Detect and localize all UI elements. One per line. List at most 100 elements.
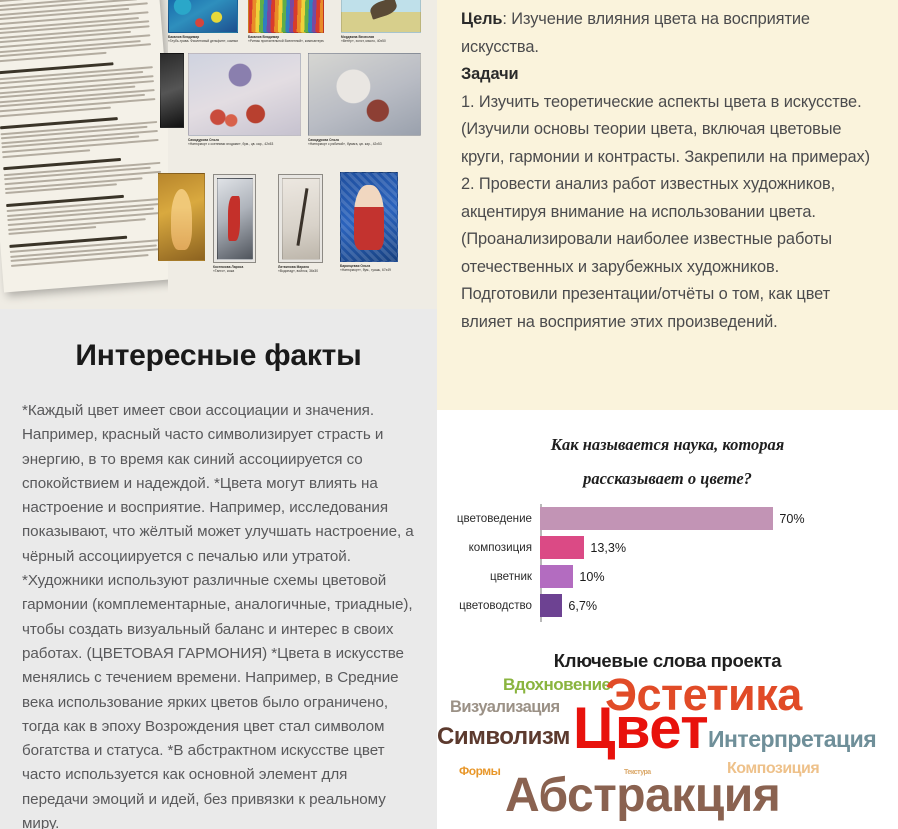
word-cloud-word: Интерпретация <box>708 726 877 752</box>
task-2: 2. Провести анализ работ известных худож… <box>461 175 836 331</box>
artwork-thumbnail <box>188 53 301 136</box>
word-cloud-word: Символизм <box>437 723 570 750</box>
word-cloud-word: Визуализация <box>450 698 560 716</box>
chart-bar-track: 13,3% <box>540 533 888 562</box>
chart-bar-row: цветоводство 6,7% <box>447 591 888 620</box>
artwork-caption: Самодурова Ольга «Натюрморт с осенними я… <box>188 138 301 147</box>
artwork-caption: Баканов Владимир «Глубь-трава. Фиолетовы… <box>168 35 238 44</box>
artwork-cell <box>160 53 184 128</box>
artwork-cell: Самодурова Ольга «Натюрморт с осенними я… <box>188 53 301 147</box>
artwork-frame <box>278 174 323 263</box>
artwork-title: «Ветёр», холст, масло, 40х50 <box>341 39 386 44</box>
word-cloud-word: Формы <box>459 764 501 778</box>
chart-bar-row: композиция 13,3% <box>447 533 888 562</box>
word-cloud-word: Эстетика <box>605 669 802 720</box>
chart-bars-container: цветоведение 70% композиция 13,3% цветник 10%… <box>447 504 888 620</box>
artwork-author: Самодурова Ольга <box>308 138 339 142</box>
artwork-thumbnail <box>160 53 184 128</box>
chart-bar-track: 10% <box>540 562 888 591</box>
keywords-word-cloud-panel: Ключевые слова проекта Вдохновение Визуал… <box>437 638 898 829</box>
artwork-author: Мордвина Вячеслав <box>341 35 375 39</box>
artwork-caption: Самодурова Ольга «Натюрморт с рябиной», … <box>308 138 421 147</box>
chart-category-label: композиция <box>468 541 532 554</box>
task-1: 1. Изучить теоретические аспекты цвета в… <box>461 92 871 166</box>
artwork-cell: Баканов Владимир «Глубь-трава. Фиолетовы… <box>168 0 238 44</box>
artwork-cell: Баранцевая Ольга «Натюрморт», бум., гуаш… <box>340 172 398 273</box>
chart-bar-row: цветоведение 70% <box>447 504 888 533</box>
artwork-author: Самодурова Ольга <box>188 138 219 142</box>
artwork-title: «Глубь-трава. Фиолетовый дельфин», компь… <box>168 39 238 44</box>
goal-label: Цель <box>461 10 503 28</box>
artwork-title: «Водопад», войлок, 36х30 <box>278 269 319 274</box>
artwork-author: Баканов Владимир <box>248 35 280 39</box>
word-cloud-word: Абстракция <box>505 769 781 822</box>
facts-body: *Каждый цвет имеет свои ассоциации и зна… <box>22 402 414 829</box>
chart-bar <box>540 565 574 588</box>
chart-value-label: 70% <box>779 511 805 526</box>
artwork-caption: Костюкова Лариса «Танго», кожа <box>213 265 256 274</box>
catalog-text-sheet <box>0 0 182 293</box>
artwork-cell: Мордвина Вячеслав «Ветёр», холст, масло,… <box>341 0 421 44</box>
artwork-title: «Натюрморт», бум., гуашь, 67х49 <box>340 268 391 273</box>
artwork-cell <box>158 173 205 261</box>
tasks-heading: Задачи <box>461 61 878 89</box>
artwork-title: «Ритмы пронзительной Вселенной», компьют… <box>248 39 324 44</box>
word-cloud-word: Текстура <box>624 769 651 776</box>
chart-category-label: цветоведение <box>456 512 532 525</box>
artwork-title: «Натюрморт с рябиной», бумага, цв. кар.,… <box>308 142 382 147</box>
right-column: Цель: Изучение влияния цвета на восприят… <box>437 0 898 829</box>
artwork-caption: Мордвина Вячеслав «Ветёр», холст, масло,… <box>341 35 421 44</box>
artwork-cell: Самодурова Ольга «Натюрморт с рябиной», … <box>308 53 421 147</box>
survey-bar-chart: Как называется наука, которая рассказыва… <box>437 410 898 638</box>
artwork-thumbnail <box>281 177 320 260</box>
artwork-author: Баканов Владимир <box>168 35 200 39</box>
artwork-author: Баранцевая Ольга <box>340 264 371 268</box>
artwork-thumbnail <box>341 0 421 33</box>
interesting-facts-panel: Интересные факты *Каждый цвет имеет свои… <box>0 309 437 829</box>
facts-title: Интересные факты <box>75 339 362 372</box>
artwork-caption: Баканов Владимир «Ритмы пронзительной Вс… <box>248 35 324 44</box>
chart-category-label: цветоводство <box>459 599 532 612</box>
chart-title-line-1: Как называется наука, которая <box>550 435 785 454</box>
left-column: Баканов Владимир «Глубь-трава. Фиолетовы… <box>0 0 437 829</box>
artwork-author: Литвинова Марина <box>278 265 309 269</box>
artwork-thumbnail <box>308 53 421 136</box>
chart-bar-track: 6,7% <box>540 591 888 620</box>
artwork-thumbnail <box>248 0 324 33</box>
chart-value-label: 10% <box>579 569 605 584</box>
chart-bar-row: цветник 10% <box>447 562 888 591</box>
chart-bar <box>540 507 774 530</box>
catalog-photo-block: Баканов Владимир «Глубь-трава. Фиолетовы… <box>0 0 437 309</box>
artwork-cell: Костюкова Лариса «Танго», кожа <box>213 174 256 274</box>
chart-value-label: 6,7% <box>568 598 598 613</box>
artwork-title: «Танго», кожа <box>213 269 235 274</box>
artwork-cell: Литвинова Марина «Водопад», войлок, 36х3… <box>278 174 323 274</box>
chart-y-axis <box>540 504 542 622</box>
chart-category-label: цветник <box>490 570 532 583</box>
artwork-thumbnail <box>168 0 238 33</box>
artwork-author: Костюкова Лариса <box>213 265 244 269</box>
word-cloud-title: Ключевые слова проекта <box>553 650 782 671</box>
chart-title-line-2: рассказывает о цвете? <box>583 469 752 488</box>
artwork-thumbnail <box>340 172 398 262</box>
artwork-thumbnail <box>158 173 205 261</box>
goal-and-tasks-panel: Цель: Изучение влияния цвета на восприят… <box>437 0 898 410</box>
artwork-caption: Баранцевая Ольга «Натюрморт», бум., гуаш… <box>340 264 398 273</box>
word-cloud-word: Композиция <box>727 760 820 777</box>
artwork-thumbnail <box>216 177 253 260</box>
artwork-frame <box>213 174 256 263</box>
chart-bar <box>540 536 585 559</box>
artwork-grid: Баканов Владимир «Глубь-трава. Фиолетовы… <box>158 0 437 309</box>
artwork-cell: Баканов Владимир «Ритмы пронзительной Вс… <box>248 0 324 44</box>
artwork-caption: Литвинова Марина «Водопад», войлок, 36х3… <box>278 265 323 274</box>
word-cloud-word: Вдохновение <box>503 675 611 694</box>
word-cloud-word: Цвет <box>573 696 709 761</box>
chart-bar <box>540 594 563 617</box>
goal-paragraph: Цель: Изучение влияния цвета на восприят… <box>461 6 878 61</box>
artwork-title: «Натюрморт с осенними ягодами», бум., цв… <box>188 142 274 147</box>
chart-bar-track: 70% <box>540 504 888 533</box>
chart-value-label: 13,3% <box>590 540 627 555</box>
tasks-label: Задачи <box>461 65 519 83</box>
word-cloud-canvas: Вдохновение Визуализация Эстетика Символизм… <box>437 672 898 822</box>
